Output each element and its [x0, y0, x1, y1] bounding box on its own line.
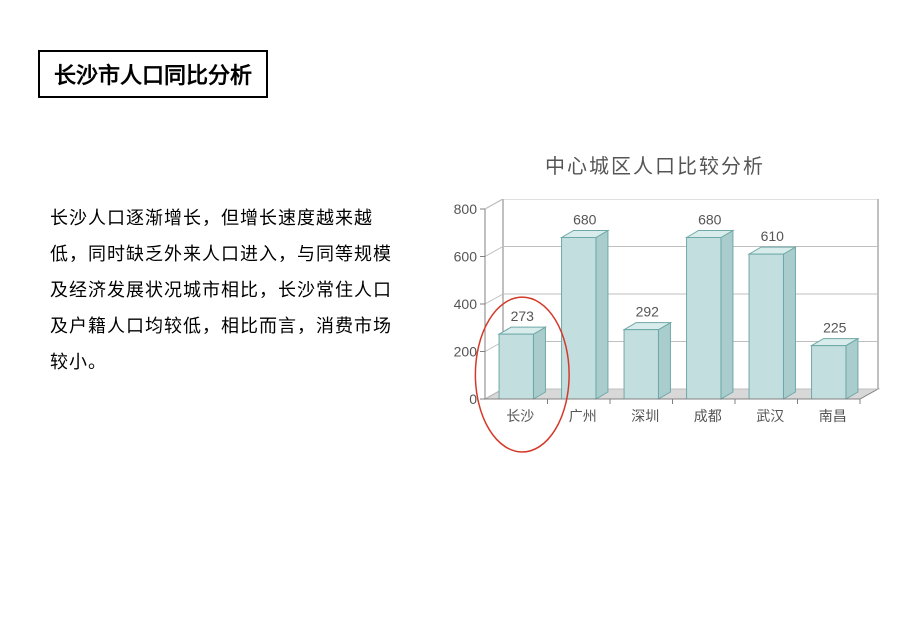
chart-bar-side	[783, 247, 795, 399]
chart-bar	[624, 330, 658, 399]
chart-value-label: 680	[698, 212, 722, 228]
chart-value-label: 292	[636, 304, 660, 320]
chart-bar	[499, 334, 533, 399]
chart-bar	[562, 238, 596, 400]
chart-value-label: 273	[511, 308, 535, 324]
chart-bar-side	[721, 231, 733, 400]
chart-category-label: 深圳	[631, 408, 659, 424]
chart-canvas: 0200400600800273长沙680广州292深圳680成都610武汉22…	[430, 199, 880, 459]
chart-ytick-label: 400	[454, 296, 478, 312]
chart-bar-side	[846, 339, 858, 399]
population-chart: 中心城区人口比较分析 0200400600800273长沙680广州292深圳6…	[430, 150, 880, 459]
chart-bar-side	[596, 231, 608, 400]
chart-category-label: 广州	[569, 408, 597, 424]
page-title: 长沙市人口同比分析	[54, 63, 252, 88]
chart-category-label: 武汉	[756, 408, 784, 424]
chart-bar-side	[533, 327, 545, 399]
page-title-box: 长沙市人口同比分析	[38, 50, 268, 98]
chart-bar	[687, 238, 721, 400]
chart-bar	[749, 254, 783, 399]
analysis-paragraph: 长沙人口逐渐增长，但增长速度越来越低，同时缺乏外来人口进入，与同等规模及经济发展…	[50, 200, 410, 380]
chart-category-label: 成都	[694, 408, 722, 424]
chart-ytick-label: 800	[454, 201, 478, 217]
chart-category-label: 南昌	[819, 408, 847, 424]
chart-title: 中心城区人口比较分析	[430, 150, 880, 179]
chart-value-label: 225	[823, 320, 847, 336]
chart-bar	[812, 346, 846, 399]
chart-ytick-label: 200	[454, 344, 478, 360]
chart-bar-side	[658, 323, 670, 399]
chart-value-label: 680	[573, 212, 597, 228]
chart-category-label: 长沙	[506, 408, 534, 424]
chart-value-label: 610	[761, 228, 785, 244]
chart-ytick-label: 600	[454, 249, 478, 265]
